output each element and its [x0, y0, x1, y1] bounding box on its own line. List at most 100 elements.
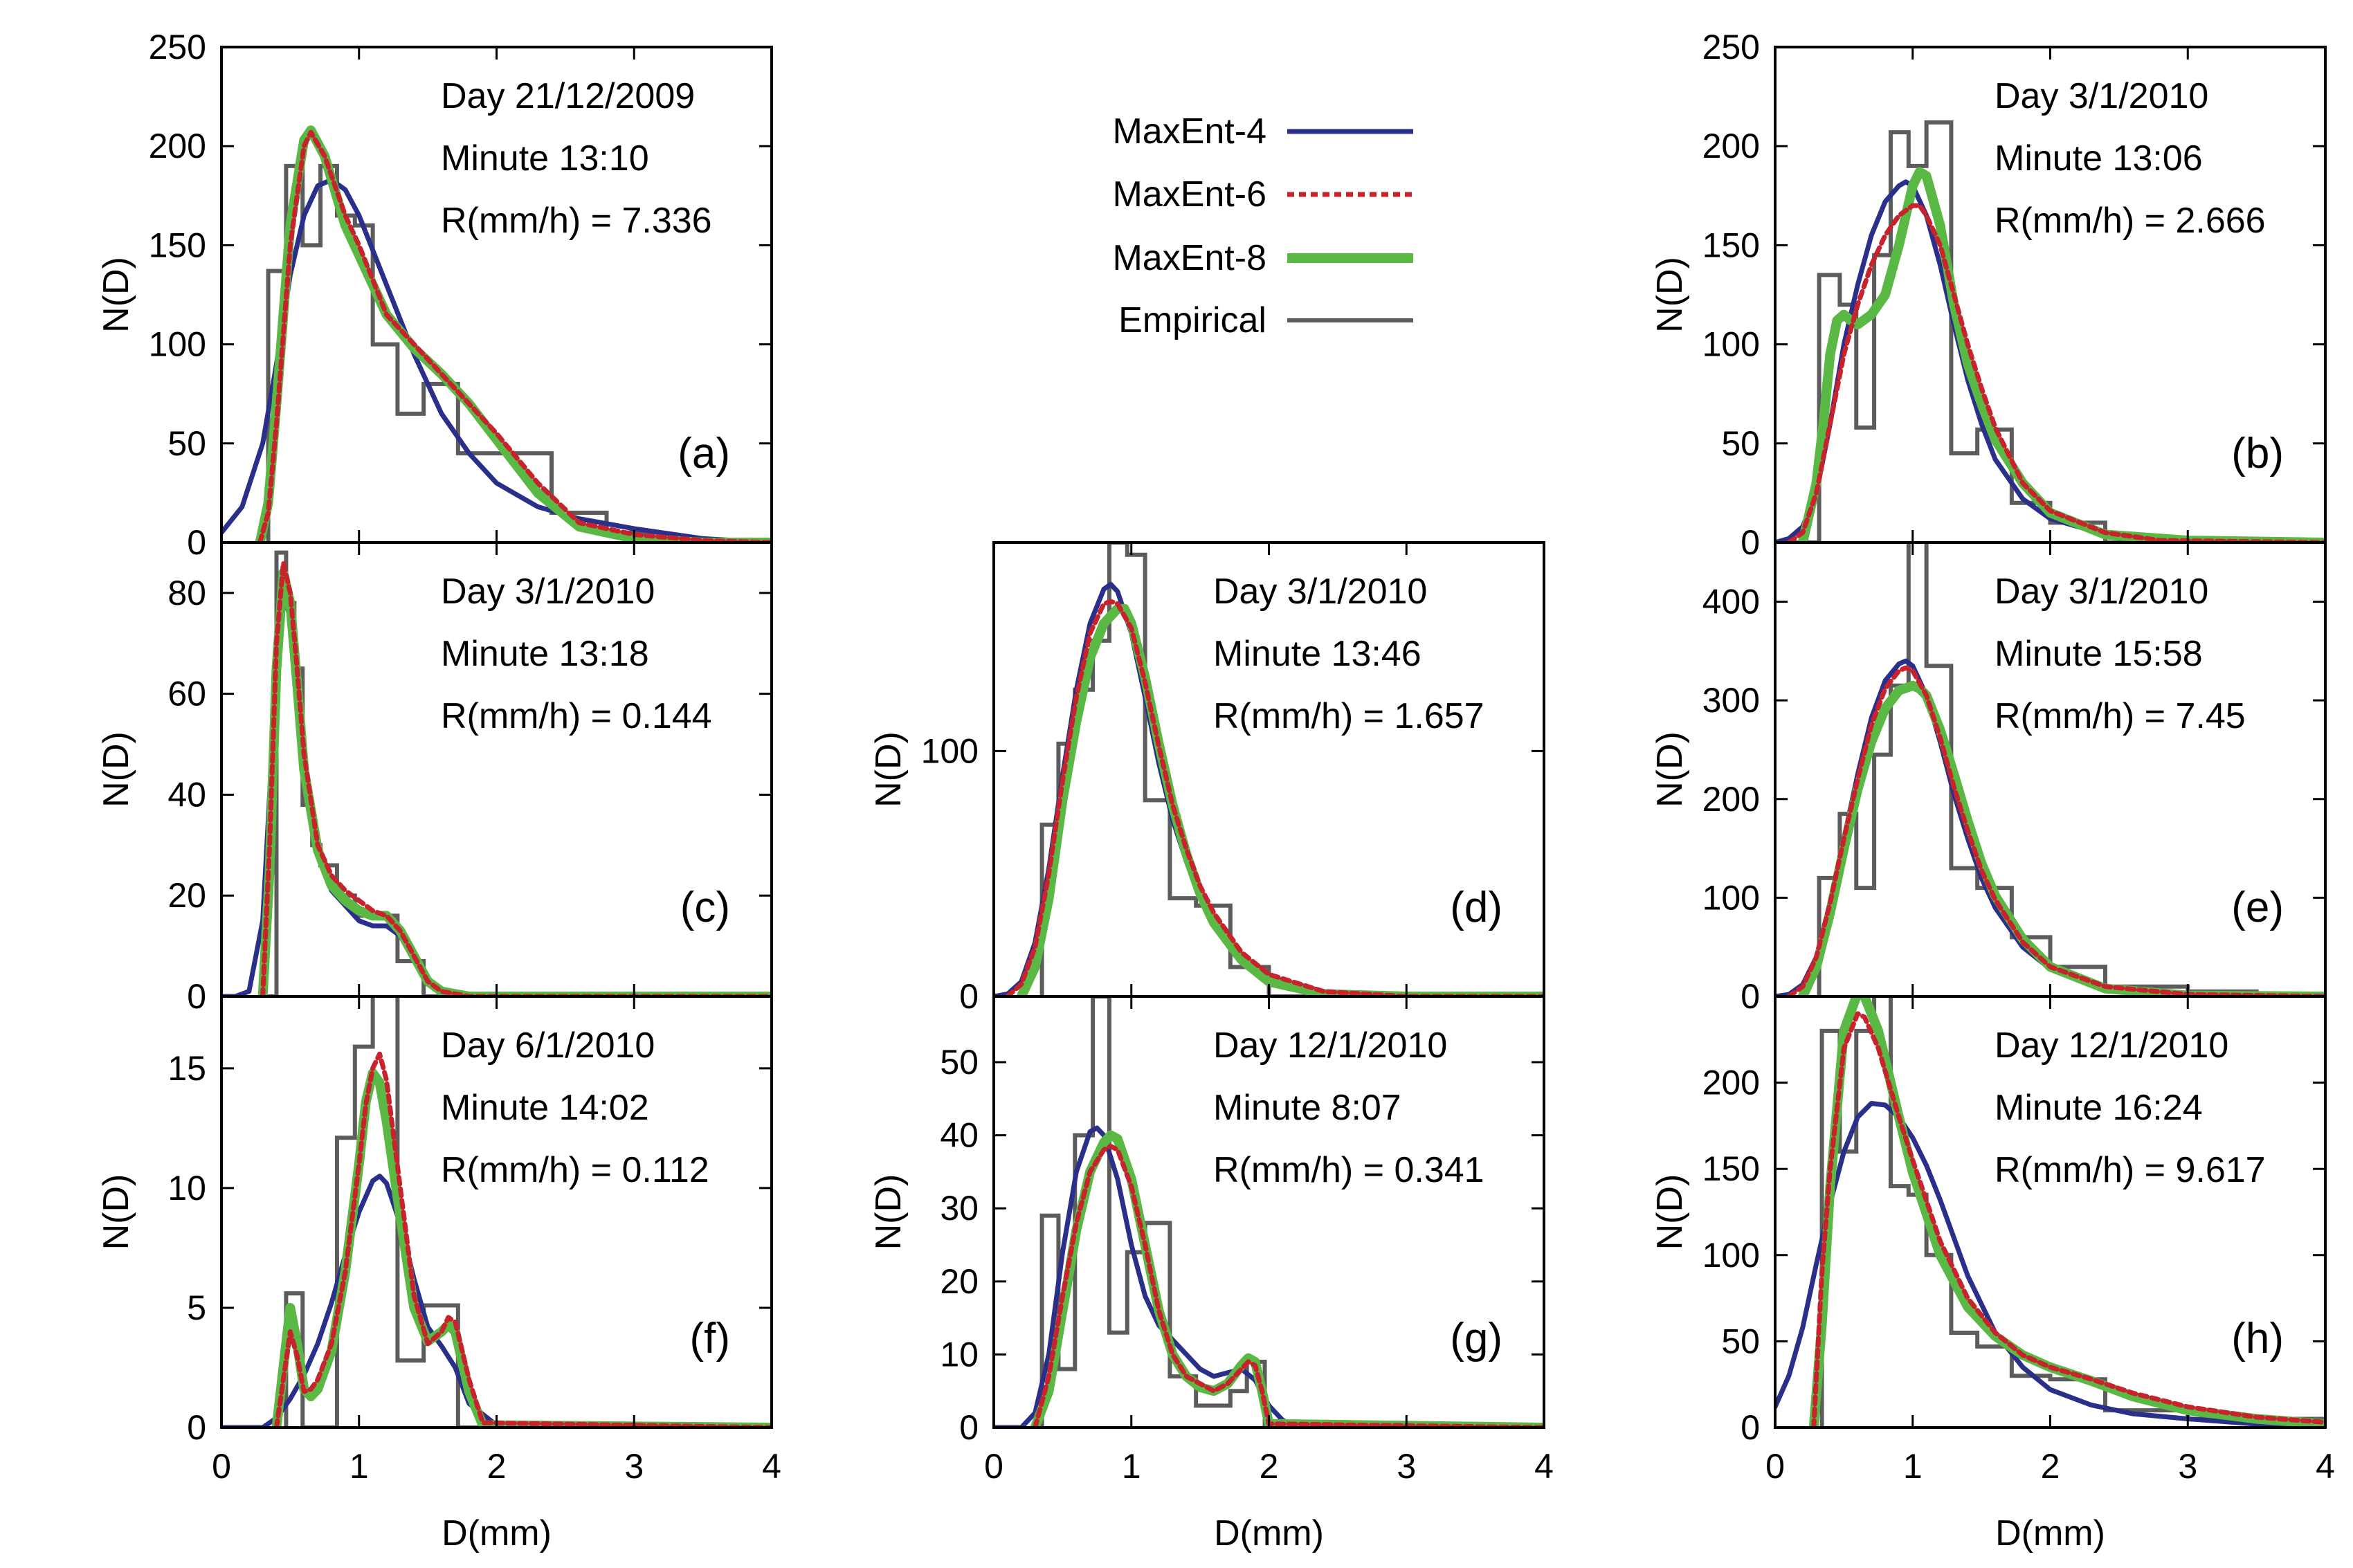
y-axis-title: N(D) [96, 257, 136, 333]
maxent-6-curve-g [1033, 1144, 1544, 1428]
x-tick-label: 1 [1122, 1447, 1141, 1486]
panel-annotation-line: Minute 13:10 [441, 138, 649, 179]
maxent-6-curve-b [1786, 203, 2325, 543]
panel-annotation-line: R(mm/h) = 0.144 [441, 696, 712, 736]
y-tick-label: 0 [1741, 1408, 1760, 1447]
panel-annotation-line: Day 6/1/2010 [441, 1025, 655, 1066]
y-tick-label: 400 [1702, 583, 1760, 621]
plot-area-h [1775, 996, 2325, 1428]
panel-label: (a) [678, 430, 730, 477]
x-axis-title: D(mm) [1214, 1513, 1324, 1553]
panel-annotation-line: Minute 15:58 [1995, 634, 2203, 674]
x-tick-label: 4 [762, 1447, 781, 1486]
y-tick-label: 50 [940, 1043, 979, 1082]
x-tick-label: 3 [1397, 1447, 1416, 1486]
x-axis-title: D(mm) [1995, 1513, 2105, 1553]
y-tick-label: 200 [1702, 1064, 1760, 1102]
panel-annotation-line: Minute 14:02 [441, 1088, 649, 1128]
legend: MaxEnt-4 MaxEnt-6 MaxEnt-8 Empirical [1112, 111, 1413, 340]
x-tick-label: 1 [1903, 1447, 1923, 1486]
panel-annotation-line: R(mm/h) = 7.336 [441, 201, 712, 241]
x-tick-label: 0 [1765, 1447, 1785, 1486]
plot-area-g [994, 996, 1544, 1428]
panel-annotation-line: R(mm/h) = 7.45 [1995, 696, 2246, 736]
maxent-6-curve-e [1786, 665, 2325, 996]
y-tick-label: 20 [167, 876, 206, 915]
plot-area-b [1775, 120, 2325, 543]
panel-annotation-line: Day 3/1/2010 [1213, 572, 1427, 612]
y-tick-label: 150 [1702, 226, 1760, 264]
y-tick-label: 150 [149, 226, 206, 264]
y-tick-label: 60 [167, 675, 206, 713]
x-tick-label: 4 [1534, 1447, 1554, 1486]
y-tick-label: 250 [149, 28, 206, 66]
y-tick-label: 0 [959, 1408, 979, 1447]
maxent-8-curve-h [1808, 996, 2325, 1428]
y-tick-label: 200 [1702, 127, 1760, 165]
panel-annotation-line: Day 12/1/2010 [1213, 1025, 1447, 1066]
legend-label-maxent-8: MaxEnt-8 [1112, 238, 1266, 278]
y-tick-label: 150 [1702, 1149, 1760, 1188]
panel-annotation-line: Day 3/1/2010 [441, 572, 655, 612]
y-tick-label: 20 [940, 1262, 979, 1301]
panel-annotation-line: R(mm/h) = 1.657 [1213, 696, 1484, 736]
y-tick-label: 0 [1741, 523, 1760, 562]
y-axis-title: N(D) [869, 731, 909, 808]
panel-label: (e) [2231, 884, 2284, 931]
y-tick-label: 0 [187, 523, 206, 562]
y-tick-label: 250 [1702, 28, 1760, 66]
maxent-6-curve-h [1811, 1011, 2325, 1428]
panel-annotation-line: R(mm/h) = 0.112 [441, 1150, 709, 1190]
panel-c: 0 20 40 60 80 N(D) Day 3/1/2010 Minute 13:18 R(m… [96, 541, 773, 1016]
panel-e: 0 100 200 300 400 N(D) Day 3/1/2010 Minute 15:5… [1650, 541, 2327, 1016]
panel-h: 0 50 100 150 200 0 1 2 3 4 N(D) D(mm) Day 12/1/2010 M… [1650, 995, 2335, 1553]
x-tick-label: 2 [487, 1447, 507, 1486]
panel-annotation-line: R(mm/h) = 9.617 [1995, 1150, 2266, 1190]
y-tick-label: 50 [1721, 424, 1760, 463]
panel-annotation-line: Minute 13:46 [1213, 634, 1421, 674]
x-axis-title: D(mm) [442, 1513, 552, 1553]
x-tick-label: 0 [984, 1447, 1003, 1486]
panel-annotation-line: R(mm/h) = 2.666 [1995, 201, 2266, 241]
y-tick-label: 10 [167, 1169, 206, 1207]
maxent-6-curve-a [257, 129, 772, 543]
panel-annotation-line: Minute 16:24 [1995, 1088, 2203, 1128]
x-tick-label: 3 [624, 1447, 644, 1486]
y-tick-label: 100 [1702, 325, 1760, 364]
panel-annotation-line: Minute 8:07 [1213, 1088, 1401, 1128]
y-tick-label: 40 [167, 775, 206, 814]
x-tick-label: 0 [212, 1447, 231, 1486]
panel-label: (d) [1450, 884, 1502, 931]
y-tick-label: 0 [187, 977, 206, 1016]
panel-label: (f) [689, 1315, 730, 1362]
y-axis-title: N(D) [96, 1174, 136, 1250]
y-tick-label: 0 [187, 1408, 206, 1447]
plot-area-d [994, 543, 1544, 996]
y-tick-label: 15 [167, 1049, 206, 1088]
legend-entry-maxent-6: MaxEnt-6 [1112, 174, 1413, 215]
y-tick-label: 30 [940, 1189, 979, 1228]
y-tick-label: 10 [940, 1335, 979, 1374]
x-tick-label: 2 [1260, 1447, 1279, 1486]
y-tick-label: 50 [167, 424, 206, 463]
maxent-6-curve-f [274, 1051, 772, 1428]
y-tick-label: 200 [149, 127, 206, 165]
panel-b: 0 50 100 150 200 250 N(D) Day 3/1/2010 Minute 13… [1650, 28, 2327, 562]
y-tick-label: 100 [149, 325, 206, 364]
panel-annotation-line: Minute 13:06 [1995, 138, 2203, 179]
panel-g: 0 10 20 30 40 50 0 1 2 3 4 N(D) D(mm) Day 12/1/2010 Mi… [869, 995, 1554, 1553]
panel-annotation-line: Day 21/12/2009 [441, 76, 695, 116]
panel-label: (c) [680, 884, 730, 931]
x-tick-label: 1 [349, 1447, 369, 1486]
y-axis-title: N(D) [1650, 257, 1690, 333]
y-axis-title: N(D) [96, 731, 136, 808]
panel-annotation-line: R(mm/h) = 0.341 [1213, 1150, 1484, 1190]
panel-label: (g) [1450, 1315, 1502, 1362]
y-tick-label: 100 [1702, 878, 1760, 917]
empirical-histogram-b [1788, 120, 2325, 543]
y-tick-label: 100 [1702, 1236, 1760, 1275]
panel-d: 0 100 N(D) Day 3/1/2010 Minute 13:46 R(mm/h) … [869, 541, 1545, 1016]
maxent-4-curve-f [221, 1174, 772, 1428]
x-tick-label: 4 [2316, 1447, 2335, 1486]
